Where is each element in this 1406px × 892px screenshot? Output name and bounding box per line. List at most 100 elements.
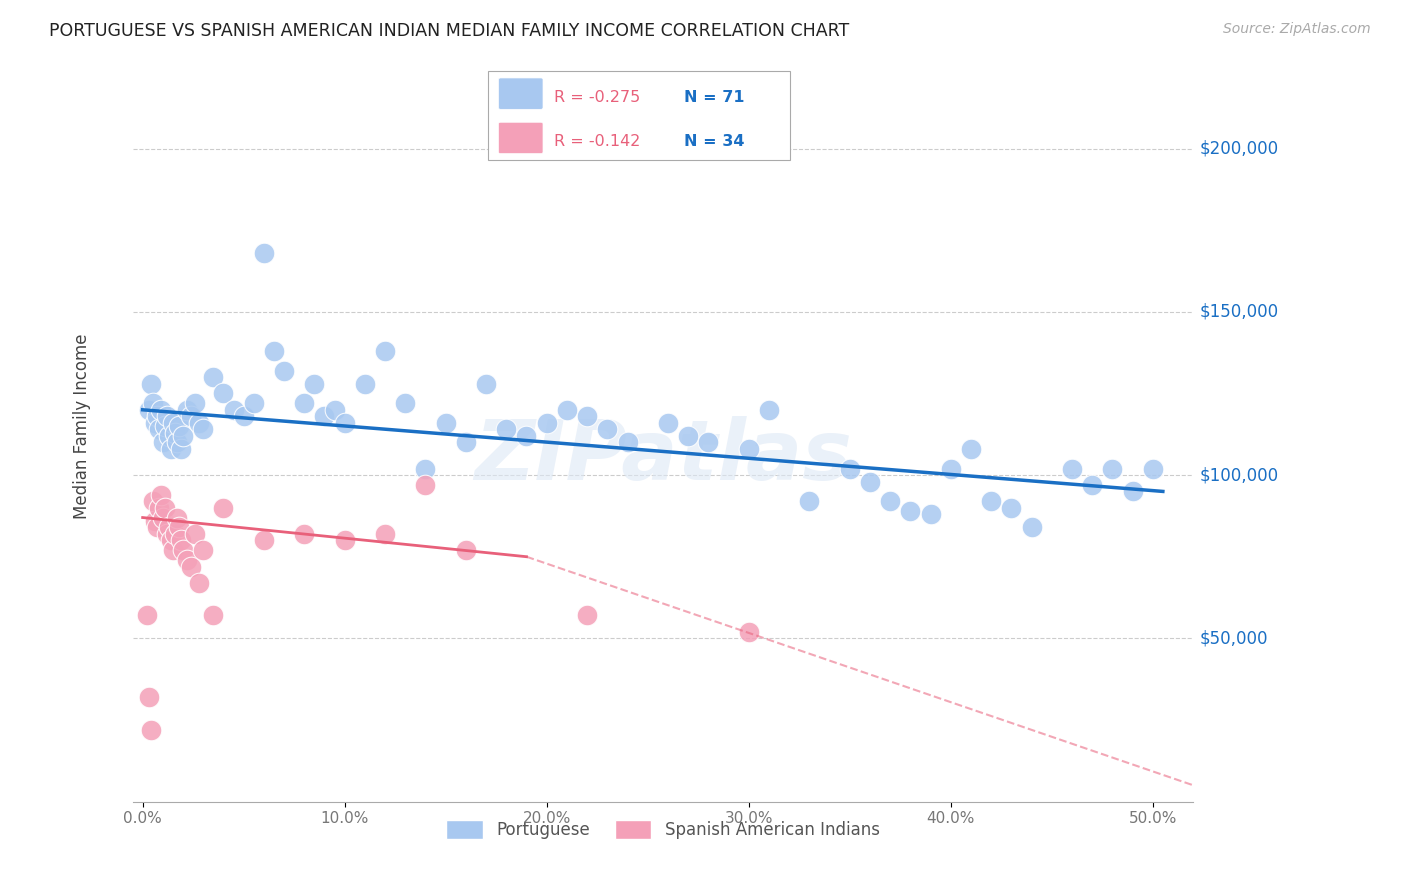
Point <box>184 396 207 410</box>
Point <box>879 494 901 508</box>
Point <box>616 435 638 450</box>
Text: Source: ZipAtlas.com: Source: ZipAtlas.com <box>1223 22 1371 37</box>
Point <box>139 376 162 391</box>
Point <box>1142 461 1164 475</box>
Point <box>152 510 174 524</box>
Point <box>138 402 160 417</box>
Point <box>415 478 437 492</box>
Point <box>149 402 172 417</box>
Point <box>1060 461 1083 475</box>
Point <box>1000 500 1022 515</box>
Point <box>202 370 225 384</box>
Point <box>697 435 720 450</box>
Point <box>292 396 315 410</box>
Point <box>576 409 599 424</box>
Point <box>212 500 235 515</box>
Point <box>139 723 162 737</box>
Point <box>162 543 184 558</box>
Point <box>374 527 396 541</box>
Point <box>596 422 619 436</box>
Text: $200,000: $200,000 <box>1199 140 1278 158</box>
Point <box>657 416 679 430</box>
Point <box>676 429 699 443</box>
Point <box>193 422 215 436</box>
Point <box>758 402 780 417</box>
Point <box>394 396 416 410</box>
Point <box>156 409 179 424</box>
Point <box>188 416 211 430</box>
Point <box>515 429 537 443</box>
Point <box>202 608 225 623</box>
Point <box>555 402 578 417</box>
Text: $150,000: $150,000 <box>1199 303 1278 321</box>
Point <box>354 376 377 391</box>
Point <box>142 494 165 508</box>
FancyBboxPatch shape <box>499 78 543 110</box>
Text: R = -0.275: R = -0.275 <box>554 89 640 104</box>
Point <box>149 488 172 502</box>
Text: Median Family Income: Median Family Income <box>73 334 90 519</box>
Text: N = 71: N = 71 <box>685 89 745 104</box>
Point <box>156 527 179 541</box>
Point <box>859 475 882 489</box>
Point <box>333 416 356 430</box>
Point <box>454 543 477 558</box>
Point <box>314 409 336 424</box>
Point <box>242 396 264 410</box>
Point <box>253 246 276 260</box>
Point <box>495 422 517 436</box>
FancyBboxPatch shape <box>499 122 543 153</box>
Point <box>162 416 184 430</box>
Point <box>170 533 193 548</box>
Point <box>163 527 186 541</box>
Point <box>143 416 166 430</box>
Point <box>898 504 921 518</box>
Point <box>170 442 193 456</box>
Point <box>273 364 295 378</box>
Point <box>253 533 276 548</box>
Text: $100,000: $100,000 <box>1199 467 1278 484</box>
Text: ZIPatlas: ZIPatlas <box>474 416 852 497</box>
Point <box>939 461 962 475</box>
Point <box>799 494 821 508</box>
Point <box>1021 520 1043 534</box>
Point <box>146 409 169 424</box>
Point <box>135 608 157 623</box>
Legend: Portuguese, Spanish American Indians: Portuguese, Spanish American Indians <box>439 814 886 846</box>
Point <box>738 442 761 456</box>
Point <box>434 416 457 430</box>
Text: N = 34: N = 34 <box>685 134 745 149</box>
Point <box>292 527 315 541</box>
Point <box>960 442 983 456</box>
Text: $50,000: $50,000 <box>1199 630 1268 648</box>
Point <box>160 442 183 456</box>
Point <box>167 520 190 534</box>
Point <box>153 419 176 434</box>
Point <box>138 690 160 705</box>
Point <box>232 409 254 424</box>
Point <box>172 429 194 443</box>
Point <box>148 500 170 515</box>
Point <box>176 402 198 417</box>
Point <box>222 402 245 417</box>
Point <box>143 514 166 528</box>
FancyBboxPatch shape <box>488 71 790 160</box>
Point <box>148 422 170 436</box>
Point <box>333 533 356 548</box>
Point <box>536 416 558 430</box>
Text: R = -0.142: R = -0.142 <box>554 134 640 149</box>
Point <box>838 461 860 475</box>
Point <box>157 520 180 534</box>
Point <box>163 425 186 440</box>
Point <box>576 608 599 623</box>
Point <box>415 461 437 475</box>
Point <box>212 386 235 401</box>
Point <box>1122 484 1144 499</box>
Point <box>1081 478 1104 492</box>
Point <box>188 575 211 590</box>
Point <box>374 344 396 359</box>
Point <box>454 435 477 450</box>
Point <box>475 376 498 391</box>
Point <box>738 624 761 639</box>
Point <box>142 396 165 410</box>
